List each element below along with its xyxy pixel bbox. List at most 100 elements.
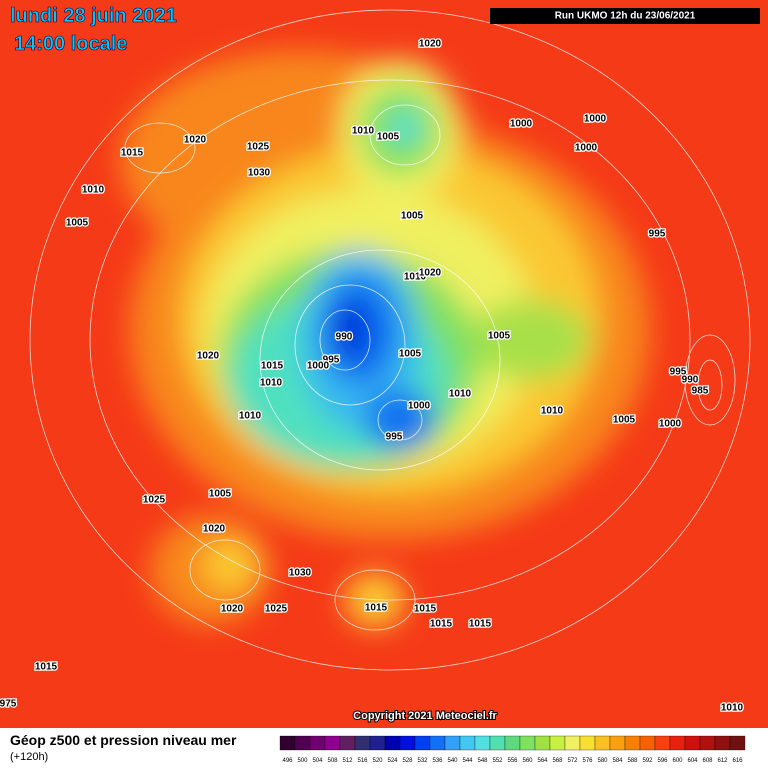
scale-label: 520 — [372, 758, 383, 764]
isobar-label: 1000 — [575, 143, 598, 154]
isobar-label: 1020 — [203, 524, 226, 535]
scale-label: 600 — [672, 758, 683, 764]
isobar-label: 990 — [682, 375, 699, 386]
color-swatch — [309, 735, 326, 751]
isobar-label: 1010 — [541, 406, 564, 417]
isobar-label: 1020 — [184, 135, 207, 146]
color-swatch — [639, 735, 656, 751]
isobar-label: 1000 — [408, 401, 431, 412]
color-swatch — [444, 735, 461, 751]
isobar-label: 985 — [692, 386, 709, 397]
scale-label: 576 — [582, 758, 593, 764]
isobar-label: 1025 — [247, 142, 270, 153]
time: 14:00 locale — [14, 33, 127, 55]
isobar-label: 990 — [336, 332, 353, 343]
scale-label: 588 — [627, 758, 638, 764]
isobar-label: 995 — [649, 229, 666, 240]
scale-label: 512 — [342, 758, 353, 764]
color-swatch — [399, 735, 416, 751]
color-swatch — [354, 735, 371, 751]
isobar-label: 1005 — [209, 489, 232, 500]
scale-label: 560 — [522, 758, 533, 764]
scale-label: 568 — [552, 758, 563, 764]
color-swatch — [579, 735, 596, 751]
isobar-label: 1015 — [121, 148, 144, 159]
scale-label: 528 — [402, 758, 413, 764]
scale-label: 580 — [597, 758, 608, 764]
isobar-label: 1010 — [721, 703, 744, 714]
scale-label: 516 — [357, 758, 368, 764]
date: lundi 28 juin 2021 — [10, 5, 177, 27]
color-swatch — [474, 735, 491, 751]
isobar-label: 1000 — [584, 114, 607, 125]
isobar-label: 1020 — [419, 268, 442, 279]
color-swatch — [714, 735, 731, 751]
color-swatch — [624, 735, 641, 751]
isobar-label: 1005 — [613, 415, 636, 426]
scale-label: 584 — [612, 758, 623, 764]
isobar-label: 1010 — [404, 272, 427, 283]
scale-label: 544 — [462, 758, 473, 764]
scale-label: 592 — [642, 758, 653, 764]
color-swatch — [519, 735, 536, 751]
color-swatch — [684, 735, 701, 751]
scale-label: 604 — [687, 758, 698, 764]
footer-title: Géop z500 et pression niveau mer — [10, 732, 237, 748]
isobar-label: 1005 — [399, 349, 422, 360]
isobar-label: 1015 — [469, 619, 492, 630]
scale-label: 540 — [447, 758, 458, 764]
scale-label: 596 — [657, 758, 668, 764]
color-scale: 496 500 504 508 512 516 520 524 528 532 536 540 544 5… — [279, 735, 746, 764]
scale-label: 572 — [567, 758, 578, 764]
color-swatch — [279, 735, 296, 751]
scale-label: 612 — [717, 758, 728, 764]
scale-label: 500 — [297, 758, 308, 764]
color-swatch — [369, 735, 386, 751]
footer-subtitle: (+120h) — [10, 751, 48, 763]
color-swatch — [429, 735, 446, 751]
scale-label: 564 — [537, 758, 548, 764]
isobar-label: 1010 — [239, 411, 262, 422]
scale-label: 556 — [507, 758, 518, 764]
isobar-label: 1025 — [265, 604, 288, 615]
isobar-label: 1025 — [143, 495, 166, 506]
color-swatch — [729, 735, 746, 751]
isobar-label: 1005 — [488, 331, 511, 342]
run-info: Run UKMO 12h du 23/06/2021 — [555, 11, 696, 22]
isobar-label: 1010 — [449, 389, 472, 400]
scale-label: 552 — [492, 758, 503, 764]
color-swatch — [654, 735, 671, 751]
isobar-label: 1015 — [430, 619, 453, 630]
color-swatch — [699, 735, 716, 751]
isobar-label: 1015 — [261, 361, 284, 372]
isobar-label: 1015 — [365, 603, 388, 614]
color-swatch — [594, 735, 611, 751]
color-swatch — [339, 735, 356, 751]
isobar-label: 995 — [386, 432, 403, 443]
isobar-label: 1020 — [197, 351, 220, 362]
isobar-label: 1015 — [414, 604, 437, 615]
isobar-label: 995 — [670, 367, 687, 378]
color-swatch — [414, 735, 431, 751]
scale-label: 496 — [282, 758, 293, 764]
scale-label: 524 — [387, 758, 398, 764]
isobar-label: 995 — [323, 355, 340, 366]
color-swatch — [489, 735, 506, 751]
color-swatch — [669, 735, 686, 751]
color-swatch — [324, 735, 341, 751]
isobar-label: 1000 — [659, 419, 682, 430]
geopotential-field — [120, 50, 650, 628]
isobars — [29, 9, 751, 671]
scale-label: 616 — [732, 758, 743, 764]
isobar-label: 1030 — [248, 168, 271, 179]
isobar-label: 1005 — [401, 211, 424, 222]
color-swatch — [294, 735, 311, 751]
isobar-label: 1010 — [260, 378, 283, 389]
isobar-label: 1020 — [221, 604, 244, 615]
isobar-label: 1005 — [66, 218, 89, 229]
isobar-label: 1020 — [419, 39, 442, 50]
scale-label: 608 — [702, 758, 713, 764]
color-swatch — [549, 735, 566, 751]
isobar-label: 1000 — [307, 361, 330, 372]
